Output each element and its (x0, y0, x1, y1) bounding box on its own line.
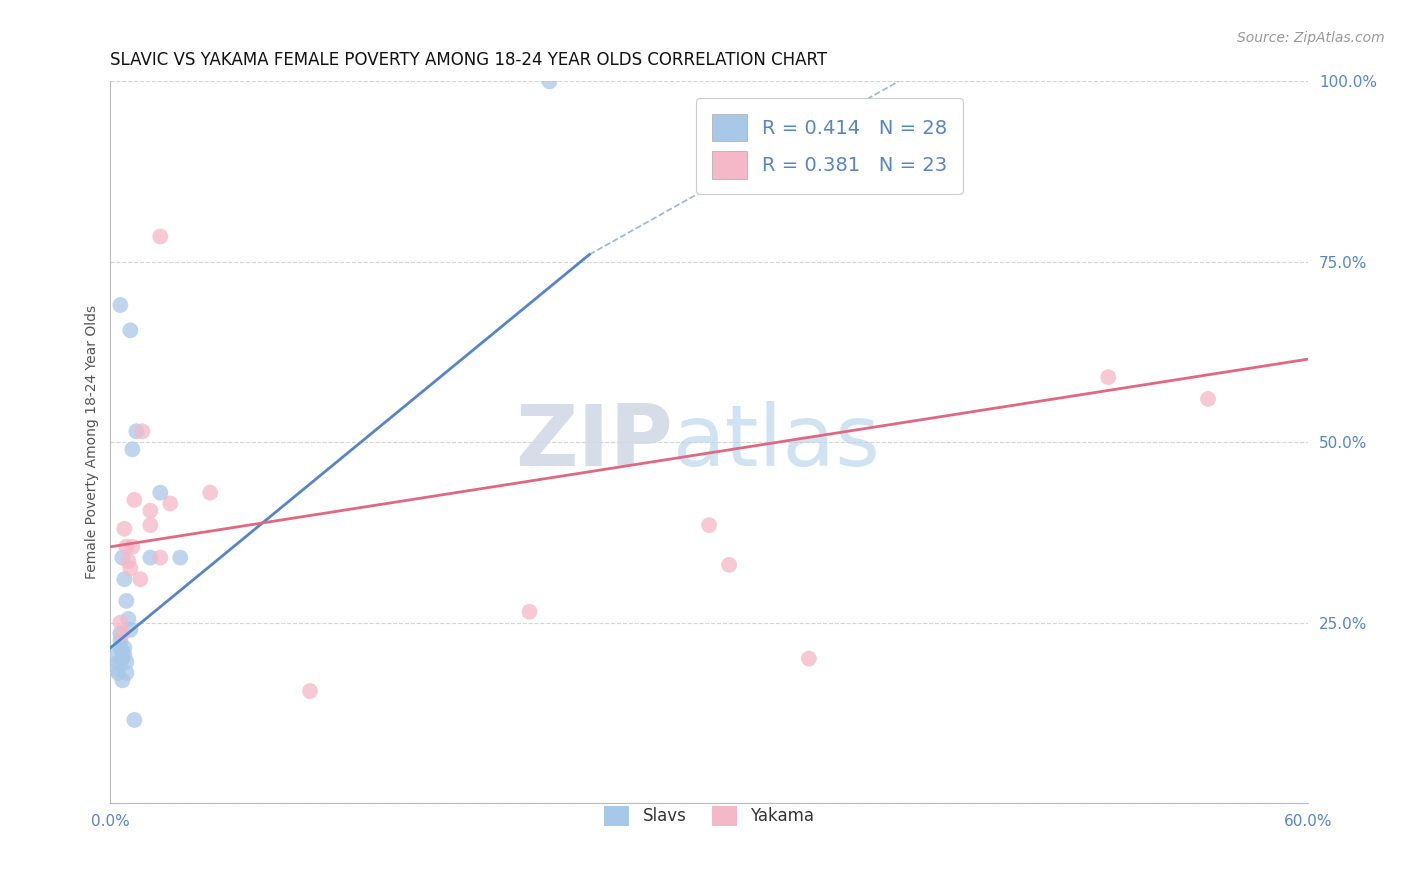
Point (112, 572, 135, 586)
Text: ZIP: ZIP (516, 401, 673, 483)
Point (718, 558, 741, 572)
Point (117, 612, 139, 626)
Point (110, 298, 132, 312)
Point (169, 550, 191, 565)
Point (120, 323, 142, 337)
Point (121, 540, 143, 554)
Point (107, 666, 129, 681)
Point (198, 485, 221, 500)
Point (519, 605, 541, 619)
Point (129, 572, 152, 586)
Y-axis label: Female Poverty Among 18-24 Year Olds: Female Poverty Among 18-24 Year Olds (86, 305, 100, 579)
Point (112, 522, 135, 536)
Point (125, 425, 148, 439)
Point (1097, 370, 1119, 384)
Point (111, 651, 134, 665)
Point (124, 492, 146, 507)
Point (149, 550, 172, 565)
Point (124, 713, 146, 727)
Point (111, 626, 134, 640)
Text: Source: ZipAtlas.com: Source: ZipAtlas.com (1237, 31, 1385, 45)
Point (538, 74, 561, 88)
Point (697, 518, 720, 533)
Point (110, 633, 132, 648)
Point (115, 666, 138, 681)
Point (120, 623, 142, 637)
Point (115, 594, 138, 608)
Point (159, 496, 181, 510)
Point (110, 615, 132, 630)
Point (139, 504, 162, 518)
Point (298, 684, 321, 698)
Point (112, 640, 135, 655)
Point (120, 561, 142, 575)
Point (117, 554, 139, 568)
Point (149, 229, 172, 244)
Legend: Slavs, Yakama: Slavs, Yakama (596, 797, 823, 834)
Text: atlas: atlas (673, 401, 882, 483)
Point (107, 655, 129, 669)
Point (115, 540, 138, 554)
Point (111, 644, 134, 658)
Point (111, 550, 134, 565)
Point (121, 442, 143, 457)
Point (105, 648, 128, 662)
Point (1197, 392, 1219, 406)
Text: SLAVIC VS YAKAMA FEMALE POVERTY AMONG 18-24 YEAR OLDS CORRELATION CHART: SLAVIC VS YAKAMA FEMALE POVERTY AMONG 18… (111, 51, 828, 69)
Point (797, 651, 820, 665)
Point (110, 626, 132, 640)
Point (149, 485, 172, 500)
Point (112, 648, 135, 662)
Point (139, 518, 162, 533)
Point (110, 640, 132, 655)
Point (111, 673, 134, 688)
Point (115, 655, 138, 669)
Point (105, 663, 128, 677)
Point (131, 425, 153, 439)
Point (139, 550, 162, 565)
